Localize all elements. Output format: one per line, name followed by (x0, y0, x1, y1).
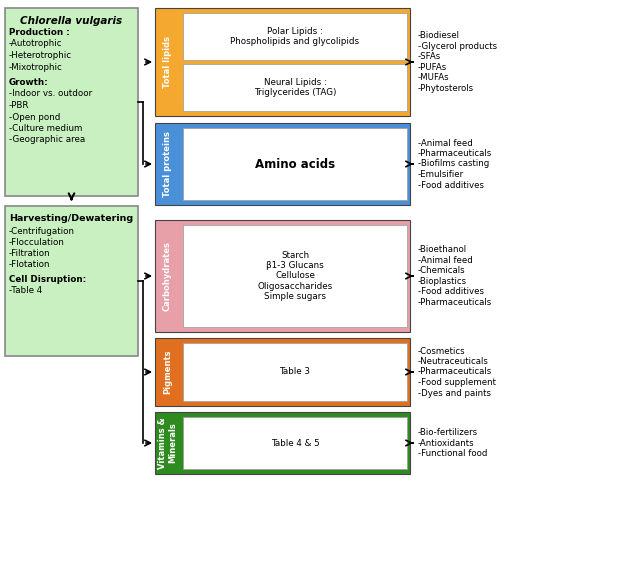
Text: Total lipids: Total lipids (163, 36, 172, 88)
Text: -Biodiesel: -Biodiesel (418, 32, 460, 40)
Text: -Flocculation: -Flocculation (9, 238, 65, 247)
Text: -PBR: -PBR (9, 101, 30, 110)
Text: -Bioethanol: -Bioethanol (418, 245, 467, 254)
Text: -Pharmaceuticals: -Pharmaceuticals (418, 367, 492, 376)
Bar (155, 8, 410, 116)
Bar (183, 64, 407, 111)
Text: -Dyes and paints: -Dyes and paints (418, 388, 491, 398)
Bar (183, 225, 407, 327)
Text: -Autotrophic: -Autotrophic (9, 40, 63, 49)
Bar (183, 343, 407, 401)
Text: Carbohydrates: Carbohydrates (163, 241, 172, 311)
Bar (183, 128, 407, 200)
Text: -Chemicals: -Chemicals (418, 266, 466, 275)
Text: -Phytosterols: -Phytosterols (418, 84, 474, 93)
Text: Vitamins &
Minerals: Vitamins & Minerals (158, 417, 177, 469)
Text: -Pharmaceuticals: -Pharmaceuticals (418, 298, 492, 307)
Text: -Functional food: -Functional food (418, 449, 487, 458)
Text: -Culture medium: -Culture medium (9, 124, 83, 133)
Text: Cell Disruption:: Cell Disruption: (9, 275, 86, 284)
Text: Production :: Production : (9, 28, 70, 37)
Text: -Glycerol products: -Glycerol products (418, 42, 497, 51)
Text: -Geographic area: -Geographic area (9, 135, 85, 144)
Bar (5, 206, 138, 356)
Text: -Table 4: -Table 4 (9, 286, 42, 295)
Text: -Bio-fertilizers: -Bio-fertilizers (418, 428, 478, 437)
Text: -SFAs: -SFAs (418, 52, 442, 61)
Text: Chlorella vulgaris: Chlorella vulgaris (20, 16, 122, 26)
Bar (155, 412, 410, 474)
Text: -Indoor vs. outdoor: -Indoor vs. outdoor (9, 89, 93, 99)
Text: -Cosmetics: -Cosmetics (418, 347, 466, 355)
Text: Polar Lipids :
Phospholipids and glycolipids: Polar Lipids : Phospholipids and glycoli… (230, 27, 360, 46)
Text: -Open pond: -Open pond (9, 112, 60, 121)
Text: -Animal feed: -Animal feed (418, 139, 473, 147)
Text: -Flotation: -Flotation (9, 260, 50, 269)
Bar (5, 8, 138, 196)
Text: -Antioxidants: -Antioxidants (418, 438, 474, 448)
Text: -Biofilms casting: -Biofilms casting (418, 159, 489, 168)
Text: Table 3: Table 3 (279, 367, 310, 376)
Text: Starch
β1-3 Glucans
Cellulose
Oligosaccharides
Simple sugars: Starch β1-3 Glucans Cellulose Oligosacch… (257, 251, 333, 301)
Text: -Emulsifier: -Emulsifier (418, 170, 464, 179)
Text: Total proteins: Total proteins (163, 131, 172, 197)
Text: Pigments: Pigments (163, 350, 172, 394)
Bar (155, 123, 410, 205)
Text: -Pharmaceuticals: -Pharmaceuticals (418, 149, 492, 158)
Text: Neural Lipids :
Triglycerides (TAG): Neural Lipids : Triglycerides (TAG) (254, 78, 336, 97)
Text: -Food supplement: -Food supplement (418, 378, 496, 387)
Text: -Filtration: -Filtration (9, 249, 51, 258)
Text: -Food additives: -Food additives (418, 287, 484, 296)
Bar (155, 220, 410, 332)
Text: -PUFAs: -PUFAs (418, 63, 447, 72)
Text: -Bioplastics: -Bioplastics (418, 277, 467, 286)
Text: Growth:: Growth: (9, 78, 49, 87)
Bar (155, 338, 410, 406)
Text: -MUFAs: -MUFAs (418, 73, 450, 83)
Text: -Heterotrophic: -Heterotrophic (9, 51, 72, 60)
Text: Table 4 & 5: Table 4 & 5 (271, 438, 319, 448)
Text: Harvesting/Dewatering: Harvesting/Dewatering (9, 214, 133, 223)
Text: -Food additives: -Food additives (418, 180, 484, 190)
Bar (183, 417, 407, 469)
Text: -Neutraceuticals: -Neutraceuticals (418, 357, 489, 366)
Text: Amino acids: Amino acids (255, 158, 335, 171)
Text: -Centrifugation: -Centrifugation (9, 227, 75, 236)
Text: -Animal feed: -Animal feed (418, 256, 473, 265)
Bar (183, 13, 407, 60)
Text: -Mixotrophic: -Mixotrophic (9, 62, 63, 72)
